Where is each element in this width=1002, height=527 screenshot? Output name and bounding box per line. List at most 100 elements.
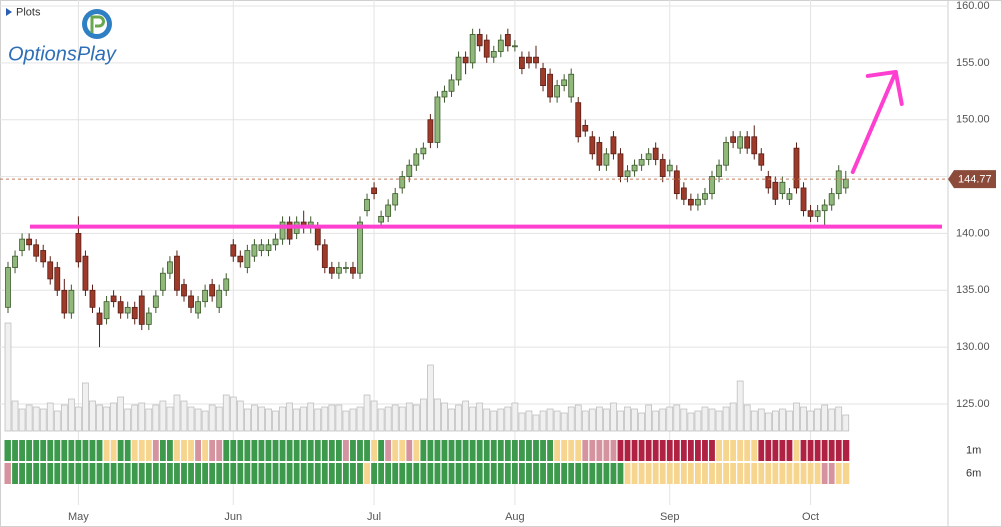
candle-body <box>138 295 145 325</box>
candle-body <box>5 267 11 308</box>
volume-bar <box>638 412 645 432</box>
candle-body <box>152 295 159 308</box>
candle-body <box>603 153 610 166</box>
volume-bar <box>405 402 413 432</box>
candle-body <box>765 176 772 189</box>
volume-bar <box>772 410 779 432</box>
candle-body <box>209 284 216 297</box>
volume-bar <box>842 414 850 432</box>
heat-run <box>4 463 12 484</box>
candle-body <box>821 204 828 212</box>
candle-body <box>772 181 779 200</box>
candle-body <box>596 142 603 166</box>
candle-body <box>758 153 765 166</box>
volume-bar <box>736 380 744 432</box>
candle-body <box>124 306 131 314</box>
volume-bar <box>764 412 772 432</box>
heat-run <box>757 440 793 461</box>
heat-row-label: 6m <box>966 467 981 479</box>
candle-body <box>26 238 33 246</box>
volume-bar <box>448 408 455 432</box>
heat-run <box>363 463 371 484</box>
candle-body <box>328 267 335 274</box>
volume-bar <box>835 406 843 432</box>
volume-bar <box>610 402 617 432</box>
heat-run <box>201 440 209 461</box>
volume-bar <box>321 406 329 432</box>
candle-body <box>744 136 751 149</box>
candle-body <box>533 56 539 64</box>
volume-bar <box>546 408 554 432</box>
volume-bar <box>46 402 54 432</box>
candle-body <box>335 267 342 274</box>
candle-body <box>68 289 75 314</box>
volume-bar <box>166 406 174 432</box>
volume-bar <box>659 408 667 432</box>
volume-bar <box>574 404 582 432</box>
volume-bar <box>180 400 188 432</box>
volume-bar <box>483 408 491 432</box>
heat-run <box>349 440 371 461</box>
volume-bar <box>427 364 434 432</box>
volume-bar <box>652 410 660 432</box>
volume-bar <box>236 400 244 432</box>
volume-bar <box>187 406 195 432</box>
plots-label[interactable]: Plots <box>16 6 41 18</box>
candle-body <box>575 102 582 138</box>
candle-body <box>730 136 737 143</box>
y-tick-label: 155.00 <box>956 57 990 69</box>
candle-body <box>202 289 209 303</box>
candle-body <box>455 56 462 81</box>
y-tick-label: 160.00 <box>956 0 990 12</box>
annotation-layer: 144.77 <box>0 69 996 229</box>
candle-body <box>519 56 525 69</box>
candle-body <box>793 147 800 189</box>
heat-run <box>377 440 385 461</box>
candle-body <box>631 164 638 172</box>
candle-body <box>350 267 356 274</box>
volume-bar <box>201 410 209 432</box>
candle-body <box>110 295 117 303</box>
heat-row-label: 1m <box>966 444 981 456</box>
candle-body <box>321 244 328 268</box>
candle-body <box>230 244 237 257</box>
candle-body <box>131 306 138 320</box>
candle-body <box>526 56 532 64</box>
candle-body <box>357 221 363 274</box>
candle-body <box>216 289 223 308</box>
volume-bar <box>60 404 68 432</box>
candle-body <box>638 159 645 166</box>
x-tick-label: May <box>68 511 89 523</box>
y-tick-label: 125.00 <box>956 398 990 410</box>
candle-body <box>490 51 497 58</box>
plots-toggle[interactable]: Plots <box>6 6 41 18</box>
candle-body <box>378 215 385 223</box>
x-tick-label: Aug <box>505 511 525 523</box>
toggle-icon <box>6 8 12 16</box>
heat-run <box>384 440 392 461</box>
volume-bar <box>89 400 96 432</box>
volume-bar <box>497 408 505 432</box>
volume-bar <box>715 410 723 432</box>
volume-bar <box>349 408 357 432</box>
candle-body <box>427 119 434 143</box>
candle-body <box>117 301 124 314</box>
volume-bar <box>11 400 19 432</box>
candle-body <box>188 295 194 308</box>
y-tick-label: 135.00 <box>956 284 990 296</box>
volume-bar <box>356 406 364 432</box>
candle-body <box>223 278 230 291</box>
volume-bar <box>39 408 47 432</box>
x-tick-label: Sep <box>660 511 680 523</box>
candle-body <box>842 178 849 189</box>
candle-body <box>469 34 476 64</box>
volume-bar <box>701 406 709 432</box>
volume-bar <box>96 404 103 432</box>
volume-bar <box>624 406 631 432</box>
volume-bar <box>335 404 343 432</box>
volume-bar <box>82 382 89 432</box>
x-tick-label: Jul <box>367 511 381 523</box>
candle-body <box>420 147 427 155</box>
candle-body <box>680 187 687 200</box>
volume-bar <box>539 410 547 432</box>
